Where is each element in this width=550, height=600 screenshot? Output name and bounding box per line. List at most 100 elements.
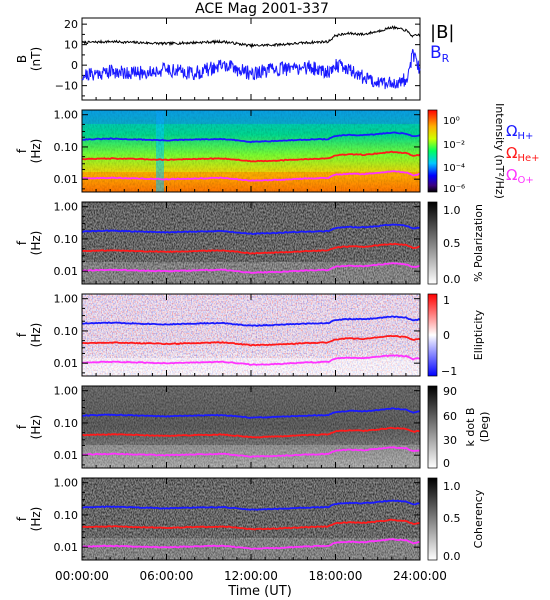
freq-tick-label: 1.00 <box>54 109 79 122</box>
b-total-line <box>81 25 421 49</box>
freq-ylabel-unit: (Hz) <box>29 415 43 440</box>
ellipticity-colorbar-tick-1: 0 <box>443 329 450 342</box>
polarization-colorbar-tick-0: 1.0 <box>443 204 461 217</box>
freq-tick-label: 0.01 <box>54 265 79 278</box>
o-plus-line-k-dot-b <box>82 446 421 458</box>
panel-b-frame <box>81 17 421 101</box>
he-plus-line-ellipticity <box>81 334 421 347</box>
coherency-colorbar-tick-1: 0.5 <box>443 512 461 525</box>
coherency-colorbar <box>427 477 438 561</box>
time-tick-label: 00:00:00 <box>55 569 109 583</box>
k-dot-b-colorbar-tick-2: 30 <box>443 434 457 447</box>
time-tick-label: 18:00:00 <box>309 569 363 583</box>
legend-omega-h-sub: H+ <box>517 131 533 142</box>
freq-ylabel-unit: (Hz) <box>29 231 43 256</box>
intensity-colorbar-tick-3: 10⁻⁶ <box>443 184 465 195</box>
freq-ylabel-symbol: f <box>15 332 29 337</box>
k-dot-b-colorbar-label-2: (Deg) <box>478 412 491 443</box>
legend-omega-h-symbol: Ω <box>506 122 517 140</box>
polarization-colorbar-tick-1: 0.5 <box>443 237 461 250</box>
freq-tick-label: 0.10 <box>54 141 79 154</box>
he-plus-line-coherency <box>81 518 421 531</box>
freq-ylabel-unit: (Hz) <box>29 507 43 532</box>
x-axis-label: Time (UT) <box>227 584 292 599</box>
b-ylabel-line1: B <box>15 55 29 63</box>
freq-tick-label: 1.00 <box>54 293 79 306</box>
polarization-colorbar-tick-2: 0.0 <box>443 273 461 286</box>
legend-omega-he-symbol: Ω <box>506 144 517 162</box>
k-dot-b-colorbar <box>427 385 438 469</box>
ellipticity-colorbar-tick-2: −1 <box>441 365 457 378</box>
coherency-colorbar-label: Coherency <box>472 489 485 548</box>
legend-omega-o-sub: O+ <box>517 175 533 186</box>
h-plus-line-polarization <box>82 223 421 236</box>
coherency-colorbar-tick-0: 1.0 <box>443 480 461 493</box>
k-dot-b-colorbar-tick-0: 90 <box>443 385 457 398</box>
polarization-colorbar <box>427 201 438 285</box>
intensity-colorbar-tick-2: 10⁻⁴ <box>443 163 465 174</box>
time-tick-label: 12:00:00 <box>224 569 278 583</box>
intensity-colorbar <box>427 109 438 193</box>
ellipticity-colorbar-tick-0: 1 <box>443 294 450 307</box>
legend-omega-he: ΩHe+ <box>506 144 540 164</box>
ellipticity-colorbar <box>427 293 438 377</box>
o-plus-line-intensity <box>81 170 421 182</box>
freq-ylabel-unit: (Hz) <box>29 139 43 164</box>
freq-ylabel-symbol: f <box>15 148 29 153</box>
h-plus-line-intensity <box>81 131 421 144</box>
freq-ylabel-symbol: f <box>15 516 29 521</box>
legend-omega-o: ΩO+ <box>506 166 534 186</box>
freq-tick-label: 1.00 <box>54 201 79 214</box>
he-plus-line-k-dot-b <box>81 426 421 439</box>
frequency-axes: 1.000.100.01f (Hz)1.000.100.01f (Hz)1.000.… <box>15 109 420 558</box>
intensity-panel: 10⁰ 10⁻² 10⁻⁴ 10⁻⁶ Intensity (nT²/Hz) ΩH… <box>81 103 540 199</box>
legend-omega-he-sub: He+ <box>517 153 539 164</box>
time-axis: 00:00:00 06:00:00 12:00:00 18:00:00 24:00:00 <box>55 18 447 583</box>
figure-title: ACE Mag 2001-337 <box>195 1 329 17</box>
legend-omega-o-symbol: Ω <box>506 166 517 184</box>
b-ylabel-line2: (nT) <box>29 47 43 71</box>
intensity-colorbar-tick-0: 10⁰ <box>443 116 460 127</box>
intensity-colorbar-label: Intensity (nT²/Hz) <box>493 103 506 199</box>
o-plus-line-polarization <box>81 262 421 274</box>
freq-tick-label: 0.01 <box>54 173 79 186</box>
intensity-colorbar-tick-1: 10⁻² <box>443 140 465 151</box>
coherency-panel: 1.0 0.5 0.0 Coherency <box>81 477 485 563</box>
legend-b-r-sub: R <box>442 52 450 65</box>
polarization-colorbar-label: % Polarization <box>472 204 485 282</box>
legend-omega-h: ΩH+ <box>506 122 533 142</box>
coherency-colorbar-tick-2: 0.0 <box>443 550 461 563</box>
freq-tick-label: 0.01 <box>54 357 79 370</box>
ellipticity-colorbar-label: Ellipticity <box>472 309 485 360</box>
h-plus-line-coherency <box>81 499 421 511</box>
time-tick-label: 06:00:00 <box>140 569 194 583</box>
b-ytick-label: 0 <box>71 59 78 72</box>
freq-tick-label: 0.01 <box>54 541 79 554</box>
freq-ylabel-unit: (Hz) <box>29 323 43 348</box>
freq-ylabel-symbol: f <box>15 240 29 245</box>
time-tick-label: 24:00:00 <box>393 569 447 583</box>
freq-tick-label: 0.10 <box>54 233 79 246</box>
b-r-line <box>81 48 421 90</box>
he-plus-line-polarization <box>81 242 421 255</box>
legend-b-total: |B| <box>430 22 454 43</box>
ellipticity-panel: 1 0 −1 Ellipticity <box>81 293 485 378</box>
freq-tick-label: 1.00 <box>54 385 79 398</box>
b-ytick-label: 20 <box>64 18 78 31</box>
h-plus-line-ellipticity <box>82 315 421 327</box>
freq-tick-label: 0.01 <box>54 449 79 462</box>
h-plus-line-k-dot-b <box>81 407 421 419</box>
k-dot-b-colorbar-tick-1: 60 <box>443 410 457 423</box>
o-plus-line-ellipticity <box>82 354 421 366</box>
b-ytick-label: −10 <box>55 80 78 93</box>
legend-b-r-main: B <box>430 43 442 63</box>
freq-ylabel-symbol: f <box>15 424 29 429</box>
k-dot-b-colorbar-label-1: k dot B <box>464 408 477 447</box>
freq-tick-label: 0.10 <box>54 325 79 338</box>
k-dot-b-colorbar-tick-3: 0 <box>443 457 450 470</box>
he-plus-line-intensity <box>81 150 421 163</box>
freq-tick-label: 1.00 <box>54 477 79 490</box>
legend-b-r: BR <box>430 43 450 65</box>
